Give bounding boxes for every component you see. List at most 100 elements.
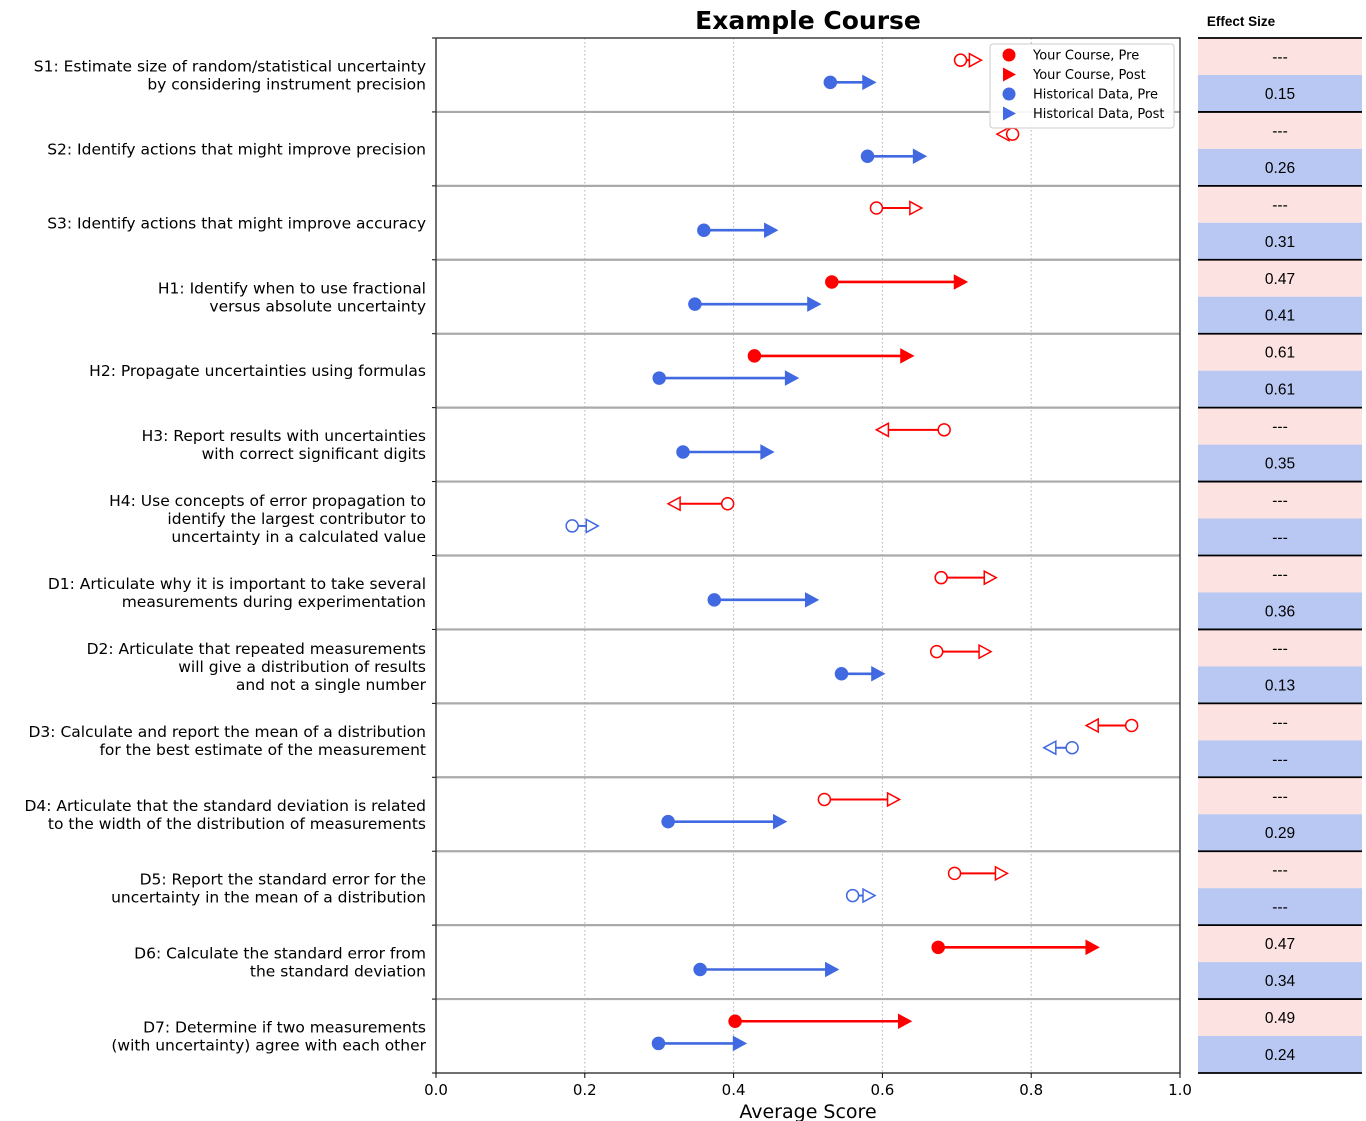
historical-effect-size: --- — [1272, 899, 1288, 916]
legend-marker-triangle — [1003, 106, 1016, 121]
course-dumbbell-pre-marker — [947, 866, 962, 881]
historical-dumbbell-pre-marker — [823, 75, 838, 90]
course-dumbbell-pre-marker — [747, 349, 762, 363]
course-dumbbell-pre-marker — [934, 570, 948, 585]
historical-dumbbell-pre-marker — [693, 962, 707, 977]
course-dumbbell-post-marker — [1085, 939, 1100, 956]
course-es-cell — [1198, 111, 1362, 149]
legend-marker-circle — [1002, 87, 1016, 101]
skill-label: H1: Identify when to use fractional — [158, 279, 426, 297]
x-tick-label: 0.6 — [870, 1081, 894, 1099]
course-dumbbell-pre-marker — [825, 275, 839, 289]
course-effect-size: --- — [1272, 862, 1288, 879]
course-effect-size: --- — [1272, 419, 1288, 436]
historical-effect-size: 0.35 — [1265, 456, 1295, 473]
historical-effect-size: 0.29 — [1265, 825, 1295, 842]
legend-box — [989, 43, 1175, 129]
historical-effect-size: 0.26 — [1265, 160, 1295, 177]
skill-label: identify the largest contributor to — [167, 510, 426, 528]
historical-es-cell — [1198, 740, 1362, 778]
historical-es-cell — [1198, 148, 1362, 186]
historical-dumbbell-pre-marker — [661, 814, 675, 829]
x-tick-label: 0.4 — [722, 1081, 746, 1099]
historical-es-cell — [1198, 444, 1362, 482]
historical-es-cell — [1198, 1036, 1362, 1073]
x-tick-label: 0.8 — [1019, 1081, 1043, 1099]
course-es-cell — [1198, 703, 1362, 741]
skill-label: D7: Determine if two measurements — [143, 1019, 426, 1037]
course-effect-size: --- — [1272, 493, 1288, 510]
course-effect-size: 0.47 — [1265, 936, 1295, 953]
course-es-cell — [1198, 555, 1362, 593]
course-es-cell — [1198, 777, 1362, 815]
x-tick-label: 1.0 — [1168, 1081, 1192, 1099]
course-es-cell — [1198, 259, 1362, 297]
historical-dumbbell-post-marker — [784, 370, 800, 386]
skill-label: S3: Identify actions that might improve … — [47, 214, 426, 232]
course-dumbbell-post-marker — [983, 569, 998, 586]
skill-label: D4: Articulate that the standard deviati… — [24, 797, 426, 815]
course-dumbbell-pre-marker — [720, 497, 735, 511]
x-tick-label: 0.2 — [573, 1081, 597, 1099]
historical-dumbbell-pre-marker — [860, 149, 875, 164]
historical-dumbbell-post-marker — [804, 592, 820, 608]
historical-dumbbell-post-marker — [862, 887, 877, 904]
legend-label: Your Course, Post — [1032, 68, 1146, 83]
historical-dumbbell-post-marker — [760, 444, 775, 460]
historical-dumbbell-pre-marker — [652, 371, 666, 385]
course-dumbbell-pre-marker — [869, 201, 884, 215]
skill-label: (with uncertainty) agree with each other — [111, 1037, 426, 1055]
course-effect-size: --- — [1272, 123, 1288, 140]
historical-dumbbell-post-marker — [764, 222, 779, 238]
historical-dumbbell-post-marker — [585, 518, 600, 534]
historical-dumbbell-post-marker — [862, 74, 877, 91]
historical-dumbbell-pre-marker — [651, 1036, 666, 1051]
historical-dumbbell-pre-marker — [834, 667, 849, 681]
historical-effect-size: 0.13 — [1265, 677, 1295, 694]
skill-label: H2: Propagate uncertainties using formul… — [89, 362, 426, 380]
course-dumbbell-post-marker — [953, 274, 969, 290]
course-es-cell — [1198, 629, 1362, 667]
course-dumbbell-pre-marker — [931, 940, 945, 955]
skill-label: H4: Use concepts of error propagation to — [109, 492, 426, 510]
course-dumbbell-post-marker — [994, 865, 1010, 882]
skill-label: D6: Calculate the standard error from — [134, 945, 426, 963]
historical-dumbbell-post-marker — [807, 296, 822, 312]
skill-label: S1: Estimate size of random/statistical … — [34, 57, 426, 75]
course-effect-size: --- — [1272, 566, 1288, 583]
legend-label: Your Course, Pre — [1032, 49, 1139, 64]
historical-dumbbell-post-marker — [732, 1035, 748, 1052]
course-dumbbell-pre-marker — [728, 1014, 742, 1028]
skill-label: uncertainty in a calculated value — [171, 528, 426, 546]
historical-es-cell — [1198, 370, 1362, 408]
course-dumbbell-pre-marker — [929, 644, 944, 659]
historical-dumbbell-pre-marker — [688, 297, 702, 311]
historical-dumbbell-post-marker — [1042, 739, 1057, 756]
historical-es-cell — [1198, 296, 1362, 334]
course-effect-size: 0.47 — [1265, 271, 1295, 288]
historical-effect-size: --- — [1272, 751, 1288, 768]
historical-effect-size: --- — [1272, 530, 1288, 547]
course-dumbbell-post-marker — [666, 495, 681, 512]
course-es-cell — [1198, 407, 1362, 445]
course-es-cell — [1198, 185, 1362, 223]
historical-effect-size: 0.24 — [1265, 1047, 1296, 1064]
skill-label: D2: Articulate that repeated measurement… — [87, 640, 426, 658]
course-effect-size: 0.49 — [1265, 1010, 1295, 1027]
skill-label: and not a single number — [236, 676, 427, 694]
skill-label: D3: Calculate and report the mean of a d… — [29, 723, 427, 741]
course-es-cell — [1198, 925, 1362, 963]
course-dumbbell-post-marker — [1084, 717, 1099, 734]
skill-label: versus absolute uncertainty — [209, 297, 426, 315]
historical-es-cell — [1198, 518, 1362, 556]
plot-frame — [435, 37, 1181, 1074]
course-dumbbell-pre-marker — [953, 53, 968, 67]
historical-effect-size: 0.41 — [1265, 308, 1295, 325]
course-effect-size: --- — [1272, 640, 1288, 657]
historical-dumbbell-pre-marker — [845, 888, 860, 903]
historical-dumbbell-post-marker — [912, 148, 928, 165]
historical-dumbbell-pre-marker — [565, 519, 579, 533]
legend-marker-circle — [1002, 48, 1016, 62]
course-es-cell — [1198, 38, 1362, 75]
